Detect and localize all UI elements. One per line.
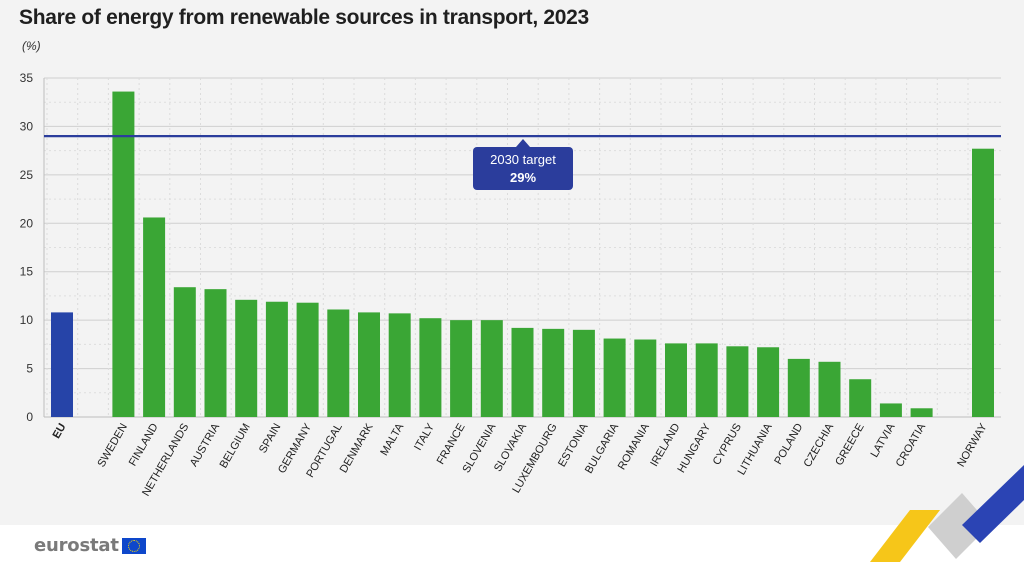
bar: [972, 148, 994, 417]
bar: [757, 347, 780, 417]
bar: [726, 346, 749, 417]
category-label: FINLAND: [127, 421, 161, 468]
bar: [542, 328, 565, 417]
category-label: CYPRUS: [711, 422, 744, 468]
bar: [235, 299, 258, 417]
category-label: CZECHIA: [802, 421, 837, 469]
category-label: ROMANIA: [616, 421, 652, 472]
bar: [634, 339, 657, 417]
y-tick-label: 15: [20, 265, 34, 279]
bar: [173, 287, 196, 417]
category-label: SWEDEN: [95, 421, 130, 469]
target-callout-pointer: [516, 139, 530, 147]
chart-panel: [0, 0, 1024, 525]
eu-flag-icon: [121, 537, 146, 554]
eurostat-logo: eurostat: [34, 535, 146, 556]
category-label: CROATIA: [894, 421, 929, 469]
y-tick-label: 35: [20, 71, 34, 85]
category-label: EU: [51, 421, 69, 440]
bar: [818, 361, 841, 417]
y-tick-label: 10: [20, 313, 34, 327]
bar: [358, 312, 380, 417]
category-label: LATVIA: [869, 421, 898, 460]
chart-title: Share of energy from renewable sources i…: [19, 6, 589, 29]
bar: [265, 301, 288, 417]
bar: [480, 320, 503, 417]
y-tick-label: 20: [20, 216, 34, 230]
category-label: ITALY: [412, 421, 437, 453]
bar: [204, 289, 227, 417]
category-label: SPAIN: [257, 421, 284, 455]
y-tick-label: 0: [26, 410, 33, 424]
logo-text: eurostat: [34, 535, 119, 556]
bar: [787, 358, 810, 417]
bar: [695, 343, 718, 417]
bar: [143, 217, 166, 417]
category-label: MALTA: [378, 421, 406, 458]
target-callout-box: [473, 147, 573, 190]
category-label: AUSTRIA: [188, 421, 223, 469]
bar: [879, 403, 902, 417]
y-tick-label: 5: [26, 362, 33, 376]
category-label: POLAND: [772, 421, 805, 466]
y-tick-label: 25: [20, 168, 34, 182]
category-label: ESTONIA: [556, 421, 591, 469]
category-label: NORWAY: [955, 421, 990, 469]
bar: [849, 379, 872, 417]
bar: [327, 309, 350, 417]
bar: [296, 302, 319, 417]
bar: [603, 338, 626, 417]
target-callout-value: 29%: [510, 170, 536, 185]
bar: [665, 343, 687, 417]
category-label: FRANCE: [435, 422, 468, 467]
bar: [450, 320, 473, 417]
bar: [572, 329, 595, 417]
bar: [51, 312, 73, 417]
bar: [388, 313, 411, 417]
bar: [910, 408, 933, 417]
bar: [511, 327, 534, 417]
y-tick-label: 30: [20, 119, 34, 133]
bar: [112, 91, 135, 417]
category-label: GREECE: [833, 422, 867, 468]
category-label: IRELAND: [648, 421, 682, 468]
bar: [419, 318, 442, 417]
category-label: BELGIUM: [218, 422, 253, 471]
corner-decoration: [870, 465, 1024, 562]
target-callout-label: 2030 target: [490, 152, 556, 167]
unit-label: (%): [22, 39, 41, 53]
